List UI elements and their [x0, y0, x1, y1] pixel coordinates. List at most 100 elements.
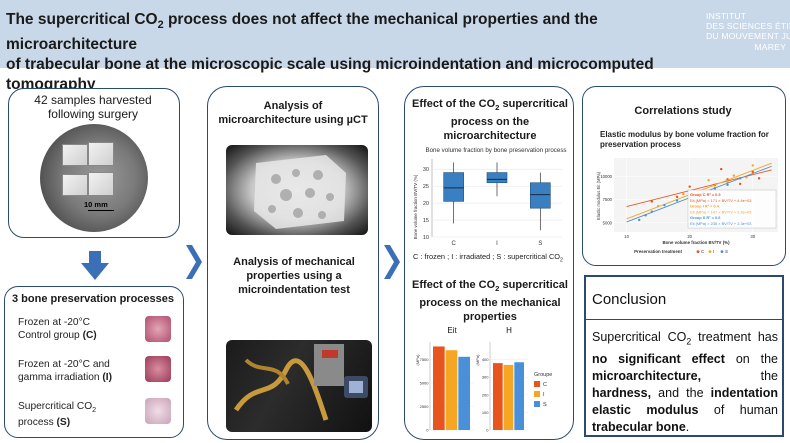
bar-y-unit: (MPa) — [416, 354, 420, 366]
control-sample-image — [145, 316, 171, 342]
x-tick-label: C — [451, 241, 456, 247]
box-C — [443, 172, 464, 202]
scatter-y-tick: 7500 — [603, 197, 613, 202]
bar-y-tick: 2500 — [420, 404, 430, 409]
microindentation-image — [226, 340, 372, 432]
group-legend-note: C : frozen ; I : irradiated ; S : superc… — [413, 252, 563, 264]
bar-H-C — [493, 363, 503, 430]
mechanical-bar-chart: Eit (MPa) 0 2500 5000 7500 H (MPa) 0 100 200 300 400… — [416, 326, 552, 433]
bar-Eit-C — [433, 346, 445, 430]
equation-annotation: Eit (MPa) = 171 × BV/TV + 4.4e+03 — [690, 198, 751, 203]
y-axis-label: Bone volume fraction BV/TV (%) — [413, 174, 418, 239]
down-arrow-icon — [81, 251, 109, 280]
scatter-point-S — [726, 183, 729, 187]
bar-y-unit: (MPa) — [475, 354, 480, 366]
bar-y-tick: 5000 — [420, 381, 430, 386]
correlation-chart-title: Elastic modulus by bone volume fraction … — [600, 130, 769, 149]
scatter-point-C — [751, 170, 754, 174]
institute-logo: INSTITUT DES SCIENCES ÉTIENNE DU MOUVEME… — [706, 11, 790, 52]
bar-H-S — [514, 362, 524, 430]
indentation-setup-render — [233, 344, 368, 421]
scatter-point-S — [644, 214, 647, 217]
sample-cube — [62, 174, 88, 196]
bar-legend-label: I — [543, 392, 545, 398]
scatter-x-tick: 30 — [750, 234, 755, 239]
effects-panel: Effect of the CO2 supercritical process … — [404, 86, 574, 440]
chevron-right-icon — [186, 245, 202, 279]
bar-y-tick: 200 — [482, 392, 489, 397]
bar-panel-label: Eit — [447, 326, 457, 335]
conclusion-box: Conclusion Supercritical CO2 treatment h… — [584, 275, 784, 437]
scatter-point-S — [713, 187, 717, 190]
poster-title: The supercritical CO2 process does not a… — [6, 11, 654, 94]
equation-annotation: Eit (MPa) = 235 × BV/TV + 2.3e+03 — [690, 221, 751, 226]
scatter-legend-swatch — [708, 250, 712, 253]
bar-y-tick: 400 — [482, 357, 489, 362]
scatter-point-C — [688, 185, 691, 188]
sample-cube — [62, 144, 88, 166]
scatter-point-I — [656, 204, 660, 208]
preservation-title: 3 bone preservation processes — [11, 293, 174, 305]
equation-annotation: Group I R² = 0.4 — [690, 204, 720, 209]
scatter-point-S — [738, 177, 742, 180]
bar-y-tick: 300 — [482, 375, 489, 380]
trabecular-cube-render — [254, 155, 346, 229]
scatter-point-I — [707, 179, 710, 182]
scatter-point-C — [757, 177, 761, 180]
scatter-legend-label: C — [701, 249, 704, 254]
bone-sample-image: 10 mm — [40, 124, 148, 232]
sample-cube — [88, 172, 114, 196]
conclusion-text: Supercritical CO2 treatment has no signi… — [592, 330, 778, 434]
y-tick-label: 20 — [423, 201, 429, 207]
bar-y-tick: 0 — [426, 428, 429, 433]
scatter-point-C — [720, 167, 723, 171]
process-item-irradiated: Frozen at -20°C and gamma irradiation (I… — [18, 359, 112, 383]
bar-y-tick: 0 — [486, 428, 489, 433]
bar-legend-label: S — [543, 402, 547, 408]
equation-annotation: Group C R² = 0.3 — [690, 192, 721, 197]
scatter-legend-swatch — [696, 250, 700, 253]
conclusion-divider — [586, 319, 782, 320]
scatter-legend-swatch — [720, 250, 724, 253]
chart-title: Bone volume fraction by bone preservatio… — [425, 147, 566, 154]
sample-cube — [88, 142, 114, 166]
scale-bar — [88, 210, 114, 211]
scatter-point-I — [732, 174, 736, 177]
bvtv-boxplot-chart: Bone volume fraction by bone preservatio… — [413, 147, 567, 247]
scatter-point-I — [745, 176, 748, 179]
y-tick-label: 15 — [423, 218, 429, 224]
process-item-supercritical: Supercritical CO2 process (S) — [18, 401, 97, 428]
scatter-point-C — [650, 200, 654, 203]
equation-annotation: Eit (MPa) = 147 × BV/TV + 2.2e+03 — [690, 209, 751, 214]
scatter-x-tick: 10 — [624, 234, 629, 239]
bar-legend-swatch — [534, 401, 540, 407]
bar-H-I — [503, 364, 514, 430]
header-banner: The supercritical CO2 process does not a… — [0, 0, 790, 93]
scatter-point-I — [682, 192, 685, 196]
bar-legend-swatch — [534, 381, 540, 387]
scatter-x-tick: 20 — [687, 234, 692, 239]
bar-legend-swatch — [534, 391, 540, 397]
bar-panel-label: H — [506, 326, 512, 335]
scatter-y-tick: 10000 — [600, 174, 612, 179]
bar-y-tick: 100 — [482, 410, 489, 415]
y-tick-label: 30 — [423, 167, 429, 173]
scatter-point-S — [675, 199, 679, 202]
correlations-title: Correlations study — [634, 105, 732, 117]
bar-Eit-S — [458, 356, 470, 430]
equation-annotation: Group S R² = 0.6 — [690, 215, 721, 220]
scatter-point-C — [675, 195, 679, 199]
microct-image — [226, 145, 368, 235]
scatter-legend-title: Preservation treatment — [634, 249, 682, 254]
scatter-y-label: Elastic modulus Eit (MPa) — [596, 171, 601, 220]
bar-y-tick: 7500 — [420, 357, 430, 362]
correlation-scatter-chart: Elastic modulus Eit (MPa)5000 7500 10000 10… — [596, 158, 778, 254]
process-item-control: Frozen at -20°C Control group (C) — [18, 317, 97, 341]
bar-Eit-I — [445, 350, 458, 430]
conclusion-title: Conclusion — [592, 291, 667, 308]
supercritical-sample-image — [145, 398, 171, 424]
scatter-legend-label: S — [725, 249, 728, 254]
scatter-x-label: Bone volume fraction BV/TV (%) — [662, 240, 730, 245]
microarchitecture-effect-title: Effect of the CO2 supercritical process … — [412, 98, 568, 143]
scatter-y-tick: 5000 — [603, 220, 613, 225]
